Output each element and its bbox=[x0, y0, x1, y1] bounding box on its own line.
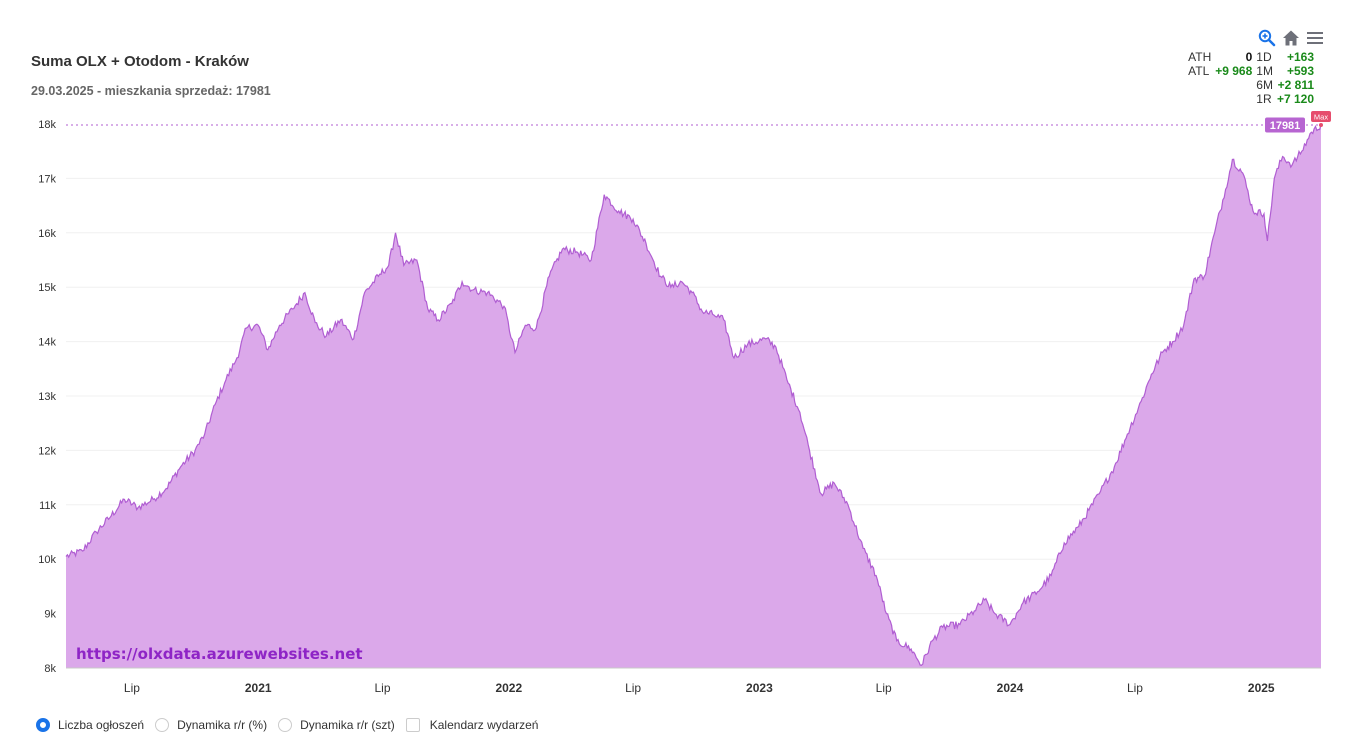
legend-label-yoy-count: Dynamika r/r (szt) bbox=[300, 718, 395, 732]
legend-item-yoy-count[interactable]: Dynamika r/r (szt) bbox=[278, 718, 395, 732]
legend-label-count: Liczba ogłoszeń bbox=[58, 718, 145, 732]
y-tick-label: 9k bbox=[44, 609, 56, 621]
x-tick-label: Lip bbox=[1127, 681, 1143, 695]
y-tick-label: 10k bbox=[38, 554, 56, 566]
radio-icon[interactable] bbox=[278, 718, 293, 732]
stats-panel: ATH 0 1D +163 ATL +9 968 1M +593 6M +2 8… bbox=[1186, 50, 1316, 106]
m6-label: 6M bbox=[1256, 78, 1273, 92]
chart-subtitle: 29.03.2025 - mieszkania sprzedaż: 17981 bbox=[31, 84, 271, 98]
x-tick-label: 2024 bbox=[997, 681, 1024, 695]
y-tick-label: 13k bbox=[38, 391, 56, 403]
menu-icon[interactable] bbox=[1306, 29, 1324, 47]
x-tick-label: Lip bbox=[876, 681, 892, 695]
legend-item-events[interactable]: Kalendarz wydarzeń bbox=[405, 718, 539, 732]
y-tick-label: 15k bbox=[38, 282, 56, 294]
x-tick-label: Lip bbox=[124, 681, 140, 695]
m1-value: +593 bbox=[1286, 64, 1314, 78]
d1-label: 1D bbox=[1256, 50, 1272, 64]
y-tick-label: 17k bbox=[38, 173, 56, 185]
r1-label: 1R bbox=[1256, 92, 1272, 106]
zoom-in-icon[interactable] bbox=[1258, 29, 1276, 47]
y-tick-label: 14k bbox=[38, 337, 56, 349]
y-tick-label: 16k bbox=[38, 228, 56, 240]
current-value-badge bbox=[1265, 117, 1305, 133]
chart-title: Suma OLX + Otodom - Kraków bbox=[31, 53, 249, 70]
legend-label-events: Kalendarz wydarzeń bbox=[429, 718, 539, 732]
legend-label-yoy-percent: Dynamika r/r (%) bbox=[177, 718, 268, 732]
m1-label: 1M bbox=[1256, 64, 1273, 78]
max-point bbox=[1319, 123, 1323, 128]
max-label: Max bbox=[1314, 113, 1328, 122]
d1-value: +163 bbox=[1286, 50, 1314, 64]
atl-value: +9 968 bbox=[1215, 64, 1253, 78]
y-tick-label: 18k bbox=[38, 119, 56, 131]
x-tick-label: 2022 bbox=[495, 681, 522, 695]
x-tick-label: Lip bbox=[625, 681, 641, 695]
home-icon[interactable] bbox=[1282, 29, 1300, 47]
area-fill bbox=[66, 125, 1321, 668]
r1-value: +7 120 bbox=[1276, 92, 1314, 106]
y-tick-label: 8k bbox=[44, 663, 56, 675]
area-chart: 8k 9k 10k 11k 12k 13k 14k 15k 16k 17k 18k Lip 2021 Li… bbox=[38, 111, 1331, 695]
series-line bbox=[65, 124, 1322, 666]
legend: Liczba ogłoszeń Dynamika r/r (%) Dynamik… bbox=[36, 718, 549, 732]
radio-checked-icon[interactable] bbox=[36, 718, 50, 732]
x-tick-label: 2021 bbox=[245, 681, 272, 695]
m6-value: +2 811 bbox=[1277, 78, 1314, 92]
y-tick-label: 12k bbox=[38, 445, 56, 457]
legend-item-yoy-percent[interactable]: Dynamika r/r (%) bbox=[155, 718, 267, 732]
checkbox-icon[interactable] bbox=[405, 718, 420, 732]
current-value-label: 17981 bbox=[1270, 120, 1301, 132]
y-tick-label: 11k bbox=[39, 500, 56, 512]
watermark-url: https://olxdata.azurewebsites.net bbox=[76, 645, 363, 663]
radio-icon[interactable] bbox=[155, 718, 170, 732]
atl-label: ATL bbox=[1188, 64, 1210, 78]
max-badge bbox=[1311, 111, 1331, 123]
x-tick-label: 2023 bbox=[746, 681, 773, 695]
legend-item-count[interactable]: Liczba ogłoszeń bbox=[36, 718, 144, 732]
chart-toolbar bbox=[1258, 29, 1324, 47]
ath-value: 0 bbox=[1245, 50, 1253, 64]
ath-label: ATH bbox=[1188, 50, 1212, 64]
x-tick-label: Lip bbox=[374, 681, 390, 695]
x-tick-label: 2025 bbox=[1248, 681, 1275, 695]
